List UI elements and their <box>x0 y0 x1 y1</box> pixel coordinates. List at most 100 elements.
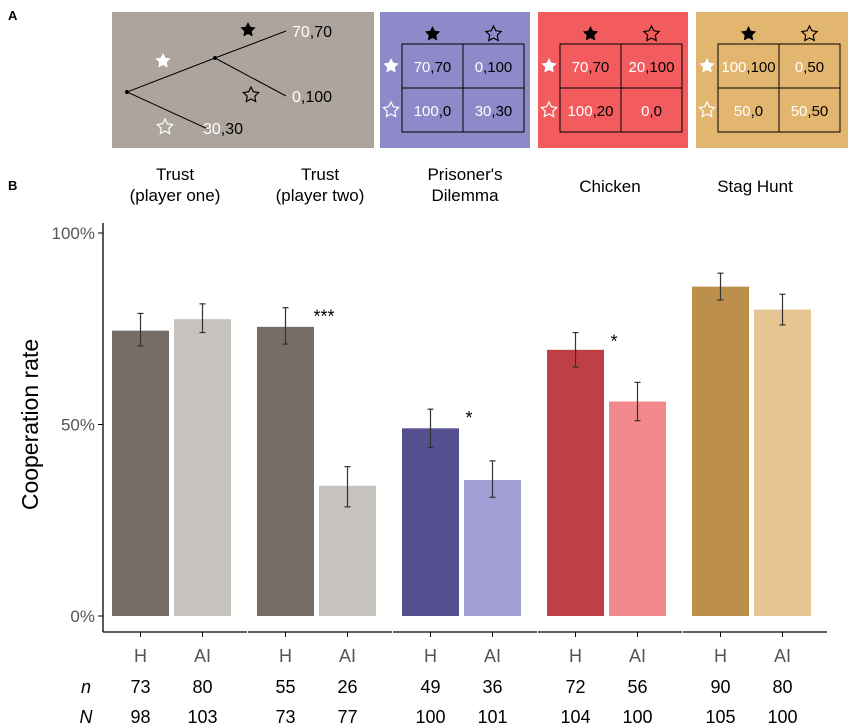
tree-payoff: 70,70 <box>292 24 332 41</box>
N-value: 98 <box>130 707 150 727</box>
payoff-player-one: 50 <box>791 103 808 120</box>
payoff-separator: , <box>491 103 495 120</box>
group-title-line: (player one) <box>130 186 221 205</box>
group-title-line: Trust <box>156 165 194 184</box>
n-value: 80 <box>192 677 212 697</box>
matrix-payoff: 100,100 <box>721 59 775 76</box>
payoff-player-one: 70 <box>572 59 589 76</box>
matrix-background <box>380 12 530 148</box>
payoff-player-two: 30 <box>225 121 243 138</box>
group-title-line: Stag Hunt <box>717 177 793 196</box>
payoff-separator: , <box>746 59 750 76</box>
matrix-background <box>696 12 848 148</box>
payoff-player-one: 70 <box>414 59 431 76</box>
y-tick-label: 50% <box>61 416 95 435</box>
payoff-player-two: 70 <box>435 59 452 76</box>
x-tick-label: AI <box>339 646 356 666</box>
game-group: Prisoner's Dilemma H 49 100 AI 36 101 * <box>393 165 537 727</box>
payoff-player-one: 30 <box>203 121 221 138</box>
x-tick-label: H <box>569 646 582 666</box>
payoff-separator: , <box>645 59 649 76</box>
payoff-player-two: 50 <box>807 59 824 76</box>
trust-tree-background <box>112 12 374 148</box>
matrix-payoff: 100,0 <box>414 103 452 120</box>
group-title-line: Prisoner's <box>427 165 502 184</box>
n-value: 36 <box>482 677 502 697</box>
game-group: Stag Hunt H 90 105 AI 80 100 <box>683 177 827 727</box>
payoff-player-two: 0 <box>443 103 451 120</box>
N-value: 105 <box>705 707 735 727</box>
N-value: 101 <box>477 707 507 727</box>
significance-marker: * <box>465 408 472 428</box>
tree-node <box>125 90 129 94</box>
payoff-separator: , <box>803 59 807 76</box>
n-value: 49 <box>420 677 440 697</box>
payoff-player-one: 100 <box>721 59 746 76</box>
x-tick-label: H <box>279 646 292 666</box>
matrix-background <box>538 12 688 148</box>
game-group: Trust (player one) H 73 98 AI 80 103 <box>103 165 247 727</box>
game-group: Trust (player two) H 55 73 AI 26 77 *** <box>248 165 392 727</box>
bar-ai <box>609 401 666 616</box>
tree-payoff: 30,30 <box>203 121 243 138</box>
matrix-cell <box>620 87 683 133</box>
payoff-player-two: 100 <box>649 59 674 76</box>
payoff-player-one: 0 <box>292 89 301 106</box>
N-value: 104 <box>560 707 590 727</box>
payoff-separator: , <box>649 103 653 120</box>
y-axis-label: Cooperation rate <box>17 339 43 510</box>
payoff-player-two: 100 <box>305 89 332 106</box>
x-tick-label: AI <box>774 646 791 666</box>
bar-h <box>402 428 459 616</box>
matrix-payoff: 100,20 <box>568 103 614 120</box>
n-value: 56 <box>627 677 647 697</box>
payoff-separator: , <box>221 121 225 138</box>
group-title: Stag Hunt <box>717 177 793 196</box>
payoff-player-two: 100 <box>487 59 512 76</box>
bar-ai <box>174 319 231 616</box>
n-value: 72 <box>565 677 585 697</box>
tree-payoff: 0,100 <box>292 89 332 106</box>
N-value: 100 <box>415 707 445 727</box>
group-title: Prisoner's Dilemma <box>427 165 502 205</box>
group-title-line: Trust <box>301 165 339 184</box>
payoff-player-two: 70 <box>593 59 610 76</box>
payoff-player-two: 30 <box>496 103 513 120</box>
payoff-player-two: 50 <box>812 103 829 120</box>
x-tick-label: AI <box>484 646 501 666</box>
N-value: 100 <box>622 707 652 727</box>
tree-branch <box>126 91 211 131</box>
payoff-player-two: 70 <box>314 24 332 41</box>
n-value: 26 <box>337 677 357 697</box>
tree-branch <box>214 30 287 59</box>
trust-game-tree-panel: 70,70 0,100 30,30 <box>112 12 374 148</box>
bar-h <box>692 286 749 616</box>
payoff-player-one: 30 <box>475 103 492 120</box>
payoff-player-two: 20 <box>597 103 614 120</box>
N-value: 103 <box>187 707 217 727</box>
bar-h <box>257 326 314 616</box>
N-row-label: N <box>80 707 94 727</box>
group-title-line: Chicken <box>579 177 640 196</box>
bar-h <box>112 330 169 616</box>
payoff-player-one: 50 <box>734 103 751 120</box>
N-value: 77 <box>337 707 357 727</box>
panel-label-a: A <box>8 8 18 23</box>
n-value: 73 <box>130 677 150 697</box>
x-tick-label: H <box>714 646 727 666</box>
tree-branch <box>214 57 287 97</box>
payoff-player-two: 100 <box>751 59 776 76</box>
payoff-separator: , <box>310 24 314 41</box>
payoff-separator: , <box>751 103 755 120</box>
tree-node <box>213 56 217 60</box>
payoff-player-two: 0 <box>755 103 763 120</box>
N-value: 73 <box>275 707 295 727</box>
matrix-payoff: 0,0 <box>641 103 662 120</box>
payoff-separator: , <box>807 103 811 120</box>
payoff-player-one: 0 <box>795 59 803 76</box>
group-title: Chicken <box>579 177 640 196</box>
